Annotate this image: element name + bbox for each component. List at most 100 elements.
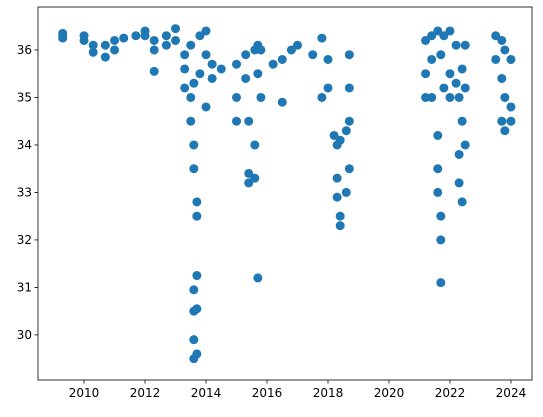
x-tick-label: 2010 — [69, 386, 100, 400]
point — [216, 64, 226, 74]
point — [195, 69, 205, 79]
point — [491, 54, 501, 64]
point — [460, 140, 470, 150]
point — [344, 83, 354, 93]
point — [497, 73, 507, 83]
point — [110, 45, 120, 55]
y-tick-label: 34 — [17, 138, 32, 152]
point — [244, 116, 254, 126]
point — [506, 116, 516, 126]
x-tick-label: 2022 — [435, 386, 466, 400]
point — [433, 26, 443, 36]
point — [180, 64, 190, 74]
point — [341, 187, 351, 197]
point — [192, 271, 202, 281]
point — [323, 83, 333, 93]
point — [58, 31, 68, 41]
point — [256, 92, 266, 102]
point — [454, 178, 464, 188]
point — [189, 335, 199, 345]
x-tick-label: 2012 — [130, 386, 161, 400]
point — [427, 31, 437, 41]
point — [88, 40, 98, 50]
point — [329, 130, 339, 140]
point — [454, 92, 464, 102]
y-tick-label: 35 — [17, 90, 32, 104]
point — [344, 50, 354, 60]
point — [192, 349, 202, 359]
point — [149, 35, 159, 45]
point — [332, 173, 342, 183]
point — [253, 69, 263, 79]
point — [201, 26, 211, 36]
point — [506, 102, 516, 112]
point — [500, 92, 510, 102]
point — [268, 59, 278, 69]
point — [454, 149, 464, 159]
point — [201, 50, 211, 60]
point — [79, 35, 89, 45]
point — [186, 40, 196, 50]
point — [427, 54, 437, 64]
y-tick-label: 31 — [17, 280, 32, 294]
point — [186, 92, 196, 102]
point — [189, 164, 199, 174]
point — [171, 24, 181, 34]
point — [256, 45, 266, 55]
point — [207, 73, 217, 83]
point — [427, 92, 437, 102]
point — [192, 197, 202, 207]
point — [436, 235, 446, 245]
point — [140, 31, 150, 41]
point — [433, 187, 443, 197]
point — [308, 50, 318, 60]
point — [460, 40, 470, 50]
point — [433, 130, 443, 140]
point — [131, 31, 141, 41]
point — [445, 26, 455, 36]
point — [433, 164, 443, 174]
point — [491, 31, 501, 41]
y-tick-label: 32 — [17, 233, 32, 247]
point — [161, 31, 171, 41]
point — [317, 33, 327, 43]
point — [250, 173, 260, 183]
point — [335, 135, 345, 145]
x-tick-label: 2020 — [374, 386, 405, 400]
plot-frame — [37, 6, 533, 381]
x-tick-label: 2018 — [313, 386, 344, 400]
point — [180, 83, 190, 93]
point — [286, 45, 296, 55]
point — [317, 92, 327, 102]
x-tick-label: 2014 — [191, 386, 222, 400]
point — [189, 140, 199, 150]
point — [344, 164, 354, 174]
point — [335, 221, 345, 231]
point — [232, 59, 242, 69]
point — [244, 168, 254, 178]
point — [451, 78, 461, 88]
point — [500, 45, 510, 55]
point — [460, 83, 470, 93]
point — [232, 116, 242, 126]
point — [439, 83, 449, 93]
point — [186, 116, 196, 126]
point — [207, 59, 217, 69]
point — [344, 116, 354, 126]
point — [180, 50, 190, 60]
point — [497, 116, 507, 126]
point — [189, 285, 199, 295]
point — [232, 92, 242, 102]
point — [195, 31, 205, 41]
point — [189, 78, 199, 88]
y-tick-label: 30 — [17, 328, 32, 342]
point — [457, 116, 467, 126]
point — [149, 66, 159, 76]
point — [421, 35, 431, 45]
point — [149, 45, 159, 55]
point — [436, 278, 446, 288]
point — [436, 50, 446, 60]
point — [192, 304, 202, 314]
point — [293, 40, 303, 50]
point — [161, 40, 171, 50]
